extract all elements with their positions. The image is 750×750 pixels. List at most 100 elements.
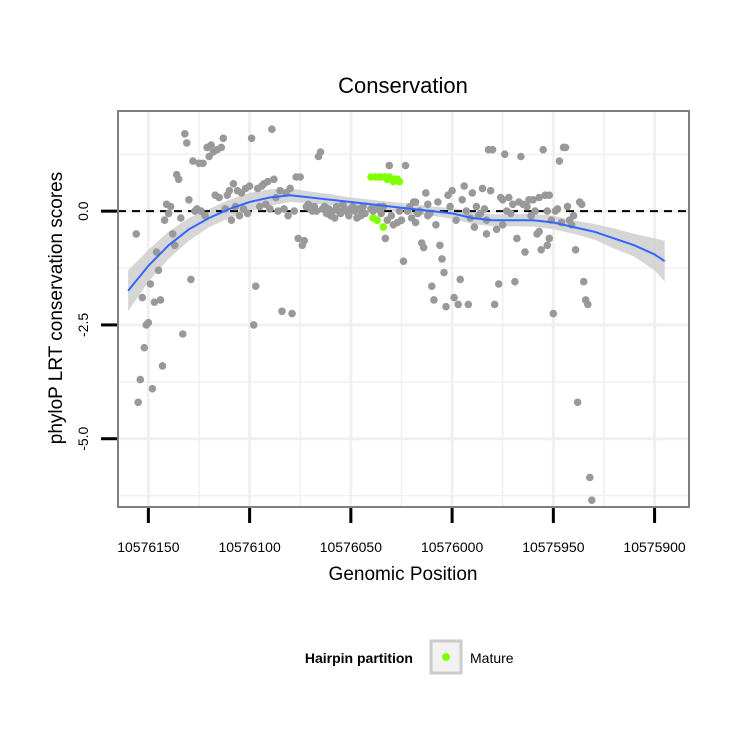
data-point-mature: [395, 177, 404, 186]
data-point-other: [381, 234, 390, 243]
data-point-other: [377, 209, 386, 218]
data-point-other: [136, 375, 145, 384]
data-point-other: [462, 207, 471, 215]
y-axis-label: phyloP LRT conservation scores: [46, 172, 67, 445]
data-point-other: [543, 207, 552, 215]
legend: Hairpin partition Mature: [305, 639, 514, 675]
data-point-other: [140, 343, 149, 352]
data-point-other: [225, 186, 234, 195]
data-point-other: [278, 307, 286, 316]
x-tick-label: 10575950: [522, 539, 585, 555]
data-point-other: [498, 221, 507, 229]
data-point-other: [288, 309, 296, 318]
data-point-mature: [373, 216, 382, 224]
chart-title: Conservation: [338, 73, 468, 98]
data-point-other: [535, 227, 543, 236]
data-point-other: [164, 209, 173, 218]
data-point-other: [181, 130, 189, 138]
x-tick-label: 10576150: [117, 539, 180, 555]
x-tick-label: 10576100: [218, 539, 281, 555]
data-point-other: [183, 139, 191, 147]
data-point-other: [440, 268, 448, 277]
data-point-other: [509, 200, 517, 209]
data-point-other: [330, 214, 339, 222]
data-point-other: [422, 189, 430, 197]
data-point-other: [187, 275, 195, 284]
data-point-other: [442, 302, 450, 311]
data-point-other: [436, 241, 444, 250]
data-point-other: [199, 159, 207, 168]
plot-panel: [118, 111, 689, 507]
data-point-other: [415, 207, 424, 215]
data-point-other: [361, 209, 369, 218]
data-point-other: [470, 223, 479, 231]
data-point-other: [217, 143, 226, 152]
data-point-other: [458, 196, 467, 204]
data-point-other: [561, 143, 570, 152]
data-point-other: [215, 193, 223, 202]
data-point-other: [505, 193, 513, 202]
legend-title: Hairpin partition: [305, 650, 413, 666]
data-point-other: [454, 300, 463, 309]
data-point-other: [399, 257, 408, 266]
data-point-other: [316, 148, 325, 156]
data-point-other: [543, 241, 552, 250]
data-point-other: [529, 196, 537, 204]
data-point-other: [537, 246, 545, 254]
data-point-other: [219, 134, 228, 143]
points-other-series: [132, 125, 596, 505]
y-tick-label: -2.5: [75, 313, 91, 337]
data-point-other: [492, 225, 501, 234]
data-point-other: [312, 207, 321, 215]
data-point-other: [498, 196, 507, 204]
data-point-other: [268, 125, 276, 133]
data-point-other: [177, 214, 185, 222]
data-point-other: [249, 321, 258, 329]
data-point-other: [207, 141, 215, 149]
data-point-other: [132, 230, 140, 238]
data-point-other: [179, 330, 187, 338]
data-point-other: [545, 234, 554, 243]
data-point-other: [156, 296, 165, 304]
data-point-other: [452, 216, 460, 224]
data-point-other: [472, 202, 481, 211]
data-point-other: [266, 205, 274, 213]
data-point-other: [144, 318, 153, 327]
data-point-other: [545, 191, 554, 199]
x-tick-label: 10576050: [320, 539, 383, 555]
data-point-other: [430, 296, 438, 304]
data-point-other: [286, 184, 294, 193]
x-axis-label: Genomic Position: [329, 564, 478, 585]
data-point-other: [490, 300, 499, 309]
data-point-other: [134, 398, 142, 407]
data-point-other: [555, 157, 564, 165]
data-point-other: [255, 202, 264, 211]
data-point-other: [235, 211, 244, 220]
data-point-other: [486, 186, 495, 195]
data-point-other: [480, 205, 489, 213]
data-point-other: [174, 175, 183, 184]
data-point-other: [539, 145, 547, 154]
data-point-other: [359, 202, 367, 211]
data-point-other: [531, 207, 539, 215]
data-point-other: [290, 207, 299, 215]
data-point-other: [411, 218, 420, 227]
data-point-other: [500, 150, 509, 158]
data-point-other: [227, 216, 236, 224]
data-point-mature: [379, 223, 388, 231]
data-point-other: [387, 211, 396, 220]
data-point-other: [229, 180, 238, 188]
data-point-other: [166, 202, 175, 211]
data-point-other: [573, 398, 582, 407]
data-point-other: [513, 234, 521, 243]
data-point-other: [494, 280, 503, 288]
data-point-other: [251, 282, 260, 291]
data-point-other: [247, 134, 256, 143]
data-point-other: [168, 230, 177, 238]
data-point-other: [284, 211, 292, 220]
data-point-other: [571, 246, 580, 254]
data-point-other: [569, 211, 578, 220]
data-point-other: [274, 207, 282, 215]
data-point-other: [584, 300, 592, 309]
